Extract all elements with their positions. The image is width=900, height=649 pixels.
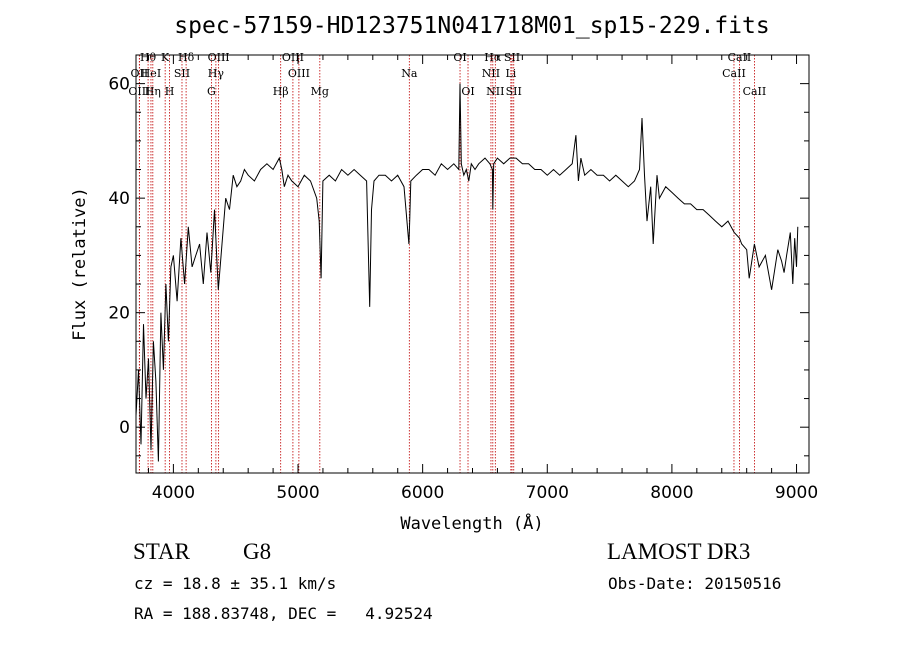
x-axis-label: Wavelength (Å) (400, 512, 543, 534)
axes: 4000 5000 6000 7000 8000 9000 0 20 40 60 (108, 54, 818, 503)
marker-label-27: CaII (743, 85, 767, 98)
x-tick-label-0: 4000 (152, 483, 195, 503)
marker-label-24: SII (506, 85, 522, 98)
marker-label-14: Hβ (273, 85, 289, 98)
x-tick-label-3: 7000 (526, 483, 569, 503)
marker-label-5: K (161, 51, 170, 64)
marker-label-20: SII (504, 51, 520, 64)
marker-label-7: H (165, 85, 175, 98)
marker-label-3: HeI (141, 67, 161, 80)
marker-label-11: G (207, 85, 216, 98)
marker-label-13: OIII (288, 67, 310, 80)
marker-label-9: OIII (208, 51, 230, 64)
object-subclass: G8 (243, 539, 272, 564)
marker-label-4: Hη (145, 85, 161, 98)
y-tick-label-2: 40 (108, 189, 130, 209)
line-markers: HθOIIOIIIHeIHηKSIIHHδOIIIHγGOIIIOIIIHβMg… (128, 51, 766, 473)
marker-label-17: OI (453, 51, 466, 64)
y-tick-label-1: 20 (108, 304, 130, 324)
marker-label-19: Hα (484, 51, 502, 64)
object-class: STAR (133, 539, 190, 564)
marker-label-8: Hδ (178, 51, 195, 64)
observation-date: Obs-Date: 20150516 (608, 574, 782, 593)
marker-label-2: OIII (128, 85, 150, 98)
sky-coordinates: RA = 188.83748, DEC = 4.92524 (134, 604, 433, 623)
redshift-velocity: cz = 18.8 ± 35.1 km/s (134, 574, 337, 593)
marker-label-10: Hγ (208, 67, 225, 80)
chart-title: spec-57159-HD123751N041718M01_sp15-229.f… (174, 13, 769, 39)
spectrum-series (135, 83, 799, 462)
marker-label-22: Li (505, 67, 516, 80)
marker-label-12: OIII (282, 51, 304, 64)
y-axis-label: Flux (relative) (70, 187, 90, 341)
marker-label-18: OI (461, 85, 474, 98)
x-tick-label-1: 5000 (276, 483, 319, 503)
spectrum-line (135, 83, 799, 462)
x-tick-label-5: 9000 (775, 483, 818, 503)
x-tick-label-2: 6000 (401, 483, 444, 503)
marker-label-15: Mg (311, 85, 329, 98)
y-tick-label-0: 0 (119, 418, 130, 438)
survey-name: LAMOST DR3 (607, 539, 751, 564)
y-tick-label-3: 60 (108, 75, 130, 95)
marker-label-6: SII (174, 67, 190, 80)
marker-label-25: CaII (728, 51, 752, 64)
x-tick-label-4: 8000 (650, 483, 693, 503)
marker-label-21: NII (482, 67, 500, 80)
marker-label-23: NII (486, 85, 504, 98)
marker-label-16: Na (401, 67, 418, 80)
plot-frame (135, 54, 810, 474)
marker-label-26: CaII (722, 67, 746, 80)
